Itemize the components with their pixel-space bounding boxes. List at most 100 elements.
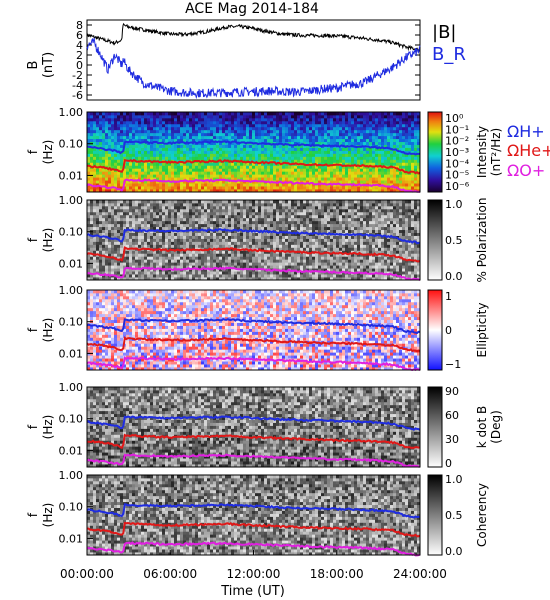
spectro-cell <box>171 265 175 269</box>
spectro-cell <box>105 217 109 222</box>
spectro-cell <box>276 223 280 228</box>
spectro-cell <box>405 150 409 154</box>
spectro-cell <box>153 262 157 266</box>
spectro-cell <box>150 277 154 281</box>
spectro-cell <box>132 112 136 116</box>
spectro-cell <box>261 153 265 157</box>
spectro-cell <box>141 183 145 187</box>
spectro-cell <box>105 208 109 213</box>
spectro-cell <box>246 117 250 122</box>
spectro-cell <box>147 174 151 178</box>
spectro-cell <box>120 186 124 190</box>
spectro-cell <box>207 153 211 157</box>
spectro-cell <box>96 162 100 166</box>
spectro-cell <box>234 141 238 145</box>
spectro-cell <box>180 144 184 148</box>
spectro-cell <box>168 138 172 143</box>
spectro-cell <box>294 114 298 119</box>
spectro-cell <box>96 141 100 145</box>
spectro-cell <box>276 171 280 175</box>
spectro-cell <box>156 138 160 143</box>
spectro-cell <box>180 141 184 145</box>
spectro-cell <box>126 262 130 266</box>
spectro-cell <box>132 123 136 128</box>
spectro-cell <box>108 253 112 257</box>
spectro-cell <box>93 226 97 231</box>
spectro-cell <box>174 186 178 190</box>
spectro-cell <box>102 211 106 216</box>
spectro-cell <box>258 244 262 248</box>
spectro-cell <box>279 274 283 278</box>
spectro-cell <box>387 162 391 166</box>
spectro-cell <box>390 174 394 178</box>
spectro-cell <box>267 150 271 154</box>
spectro-cell <box>87 214 91 219</box>
spectro-cell <box>285 144 289 148</box>
spectro-cell <box>393 150 397 154</box>
spectro-cell <box>243 265 247 269</box>
spectro-cell <box>411 135 415 140</box>
spectro-cell <box>99 153 103 157</box>
spectro-cell <box>165 123 169 128</box>
spectro-cell <box>327 171 331 175</box>
spectro-cell <box>327 114 331 119</box>
spectro-cell <box>297 268 301 272</box>
spectro-cell <box>147 241 151 245</box>
spectro-cell <box>396 174 400 178</box>
spectro-cell <box>126 168 130 172</box>
spectro-cell <box>399 153 403 157</box>
spectro-cell <box>177 262 181 266</box>
spectro-cell <box>387 159 391 163</box>
spectro-cell <box>279 144 283 148</box>
spectro-cell <box>228 271 232 275</box>
spectro-cell <box>219 241 223 245</box>
spectro-cell <box>291 256 295 260</box>
spectro-cell <box>93 117 97 122</box>
spectro-cell <box>306 171 310 175</box>
spectro-cell <box>162 262 166 266</box>
spectro-cell <box>219 183 223 187</box>
spectro-cell <box>204 205 208 210</box>
spectro-cell <box>198 208 202 213</box>
spectro-cell <box>225 117 229 122</box>
spectro-cell <box>318 153 322 157</box>
spectro-cell <box>174 250 178 254</box>
spectro-cell <box>411 165 415 169</box>
spectro-cell <box>270 211 274 216</box>
spectro-cell <box>126 220 130 225</box>
spectro-cell <box>405 153 409 157</box>
spectro-cell <box>99 244 103 248</box>
spectro-cell <box>291 247 295 251</box>
spectro-cell <box>315 156 319 160</box>
spectro-cell <box>126 186 130 190</box>
spectro-cell <box>417 114 421 119</box>
spectro-cell <box>384 168 388 172</box>
spectro-cell <box>93 205 97 210</box>
spectro-cell <box>297 165 301 169</box>
spectro-cell <box>315 165 319 169</box>
spectro-cell <box>207 171 211 175</box>
spectro-cell <box>369 189 373 193</box>
spectro-cell <box>333 171 337 175</box>
spectro-cell <box>285 256 289 260</box>
spectro-cell <box>270 247 274 251</box>
spectro-cell <box>279 147 283 151</box>
spectro-cell <box>234 150 238 154</box>
spectro-cell <box>201 114 205 119</box>
spectro-cell <box>279 159 283 163</box>
spectro-cell <box>357 123 361 128</box>
spectro-cell <box>138 200 142 204</box>
spectro-cell <box>183 114 187 119</box>
spectro-cell <box>210 112 214 116</box>
spectro-cell <box>144 217 148 222</box>
spectro-cell <box>342 174 346 178</box>
spectro-cell <box>87 250 91 254</box>
spectro-cell <box>366 171 370 175</box>
spectro-cell <box>303 156 307 160</box>
spectro-cell <box>273 171 277 175</box>
spectro-cell <box>279 247 283 251</box>
spectro-cell <box>312 129 316 134</box>
spectro-cell <box>90 226 94 231</box>
spectro-cell <box>360 147 364 151</box>
spectro-cell <box>171 186 175 190</box>
